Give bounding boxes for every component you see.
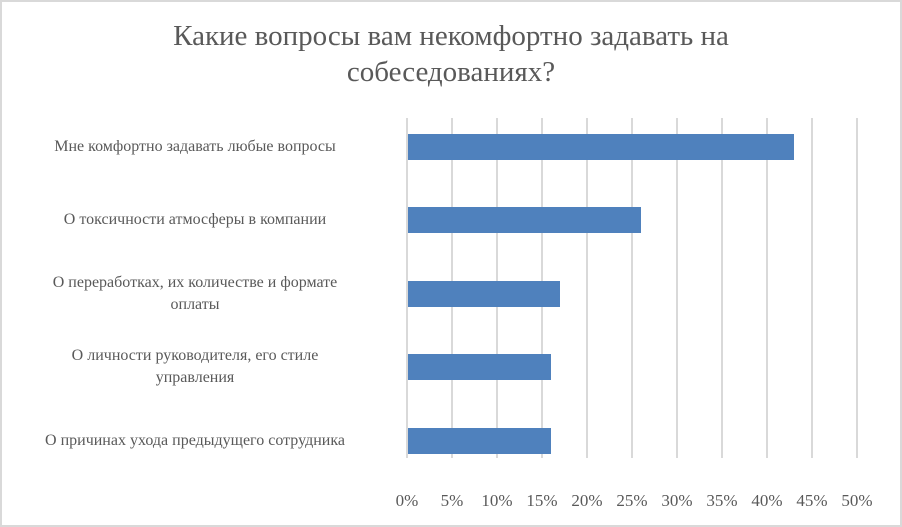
category-label: О токсичности атмосферы в компании <box>63 211 327 228</box>
bar <box>408 134 794 160</box>
bar <box>408 281 560 307</box>
x-tick-label: 45% <box>796 491 828 510</box>
x-tick-label: 40% <box>751 491 783 510</box>
gridline <box>631 118 633 458</box>
bar <box>408 354 551 380</box>
gridline <box>721 118 723 458</box>
gridline <box>856 118 858 458</box>
gridline <box>406 118 408 458</box>
x-tick-label: 0% <box>395 491 419 510</box>
x-tick-label: 35% <box>706 491 738 510</box>
category-label: О переработках, их количестве и формате … <box>52 274 338 313</box>
x-tick-label: 10% <box>481 491 513 510</box>
gridline <box>586 118 588 458</box>
gridline <box>676 118 678 458</box>
x-tick-label: 5% <box>440 491 464 510</box>
bar <box>408 428 551 454</box>
x-tick-label: 15% <box>526 491 558 510</box>
chart-title: Какие вопросы вам некомфортно задавать н… <box>0 18 902 90</box>
x-tick-label: 30% <box>661 491 693 510</box>
category-label: Мне комфортно задавать любые вопросы <box>54 138 336 155</box>
chart-title-line-1: Какие вопросы вам некомфортно задавать н… <box>173 20 729 52</box>
gridline <box>766 118 768 458</box>
x-tick-label: 50% <box>841 491 873 510</box>
bar <box>408 207 641 233</box>
x-tick-label: 25% <box>616 491 648 510</box>
category-label: О личности руководителя, его стиле управ… <box>71 347 319 386</box>
x-tick-label: 20% <box>571 491 603 510</box>
gridline <box>811 118 813 458</box>
category-label: О причинах ухода предыдущего сотрудника <box>45 432 345 449</box>
chart-title-line-2: собеседованиях? <box>346 56 556 88</box>
